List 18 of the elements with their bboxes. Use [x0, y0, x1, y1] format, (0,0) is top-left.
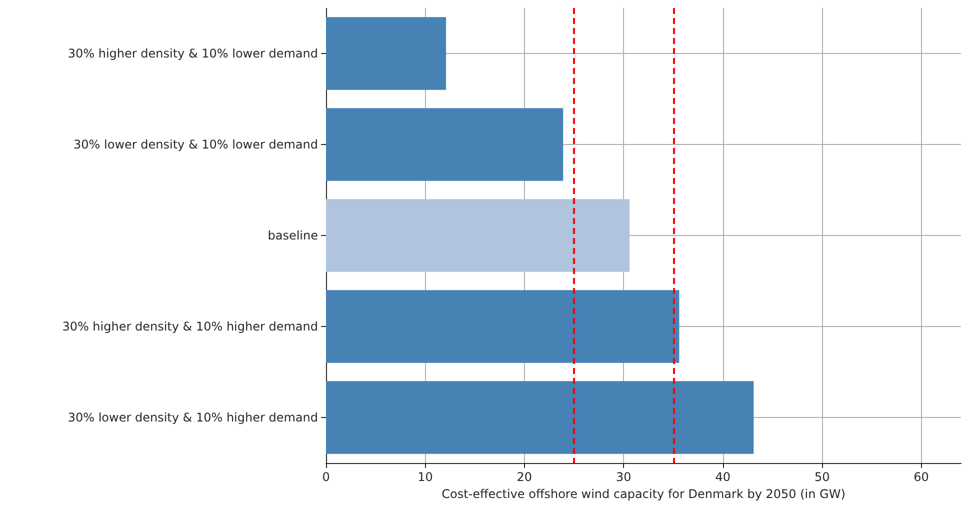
x-axis-title: Cost-effective offshore wind capacity for Denmark by 2050 (in GW) [442, 486, 846, 501]
x-tick-label: 50 [814, 470, 830, 484]
x-tick-label: 30 [616, 470, 632, 484]
y-tick-label: 30% higher density & 10% higher demand [62, 320, 318, 334]
x-tick-label: 60 [914, 470, 929, 484]
bar [326, 290, 680, 363]
x-tick-label: 0 [322, 470, 330, 484]
y-tick-label: 30% higher density & 10% lower demand [68, 46, 318, 60]
bar [326, 108, 564, 181]
x-tick-label: 20 [516, 470, 532, 484]
y-tick-label: 30% lower density & 10% lower demand [74, 138, 318, 152]
bar [326, 17, 446, 90]
x-tick-label: 10 [418, 470, 433, 484]
bar [326, 381, 754, 454]
y-tick-label: 30% lower density & 10% higher demand [68, 410, 318, 424]
x-tick-label: 40 [715, 470, 731, 484]
y-tick-label: baseline [268, 228, 318, 242]
bar [326, 199, 630, 272]
